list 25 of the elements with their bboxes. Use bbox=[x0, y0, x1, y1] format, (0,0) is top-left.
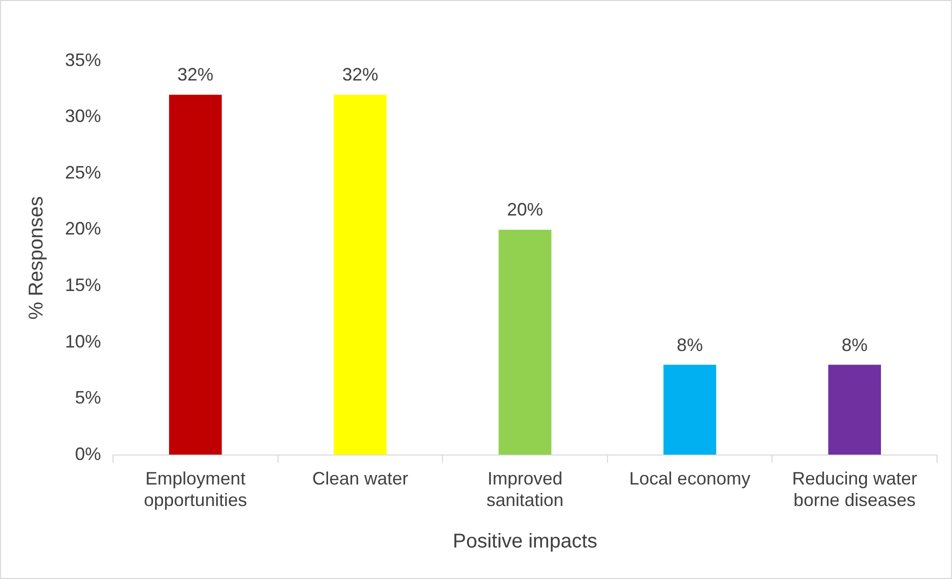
bar bbox=[663, 364, 716, 455]
y-tick-label: 5% bbox=[75, 388, 102, 408]
bar bbox=[498, 230, 552, 455]
x-tick-label: Clean water bbox=[312, 468, 408, 489]
y-tick-label: 0% bbox=[75, 444, 102, 464]
y-tick-label: 15% bbox=[64, 274, 102, 295]
y-tick-label: 25% bbox=[64, 162, 102, 182]
data-label: 20% bbox=[507, 200, 544, 220]
x-axis-title: Positive impacts bbox=[452, 530, 598, 553]
y-axis-title: % Responses bbox=[26, 196, 48, 320]
data-label: 8% bbox=[842, 334, 868, 355]
data-label: 32% bbox=[342, 64, 378, 85]
x-tick-label: Employment opportunities bbox=[144, 468, 247, 510]
x-tick-label: Improved sanitation bbox=[486, 468, 564, 510]
data-label: 8% bbox=[676, 334, 703, 355]
bar bbox=[334, 94, 387, 455]
y-tick-label: 30% bbox=[64, 106, 102, 126]
y-tick-label: 10% bbox=[64, 331, 102, 352]
y-tick-label: 35% bbox=[64, 50, 102, 70]
x-tick-label: Local economy bbox=[629, 468, 750, 489]
x-tick-label: Reducing water borne diseases bbox=[792, 468, 918, 510]
data-label: 32% bbox=[177, 64, 214, 85]
bar bbox=[828, 364, 881, 455]
bar bbox=[169, 94, 222, 455]
y-tick-label: 20% bbox=[64, 218, 102, 239]
